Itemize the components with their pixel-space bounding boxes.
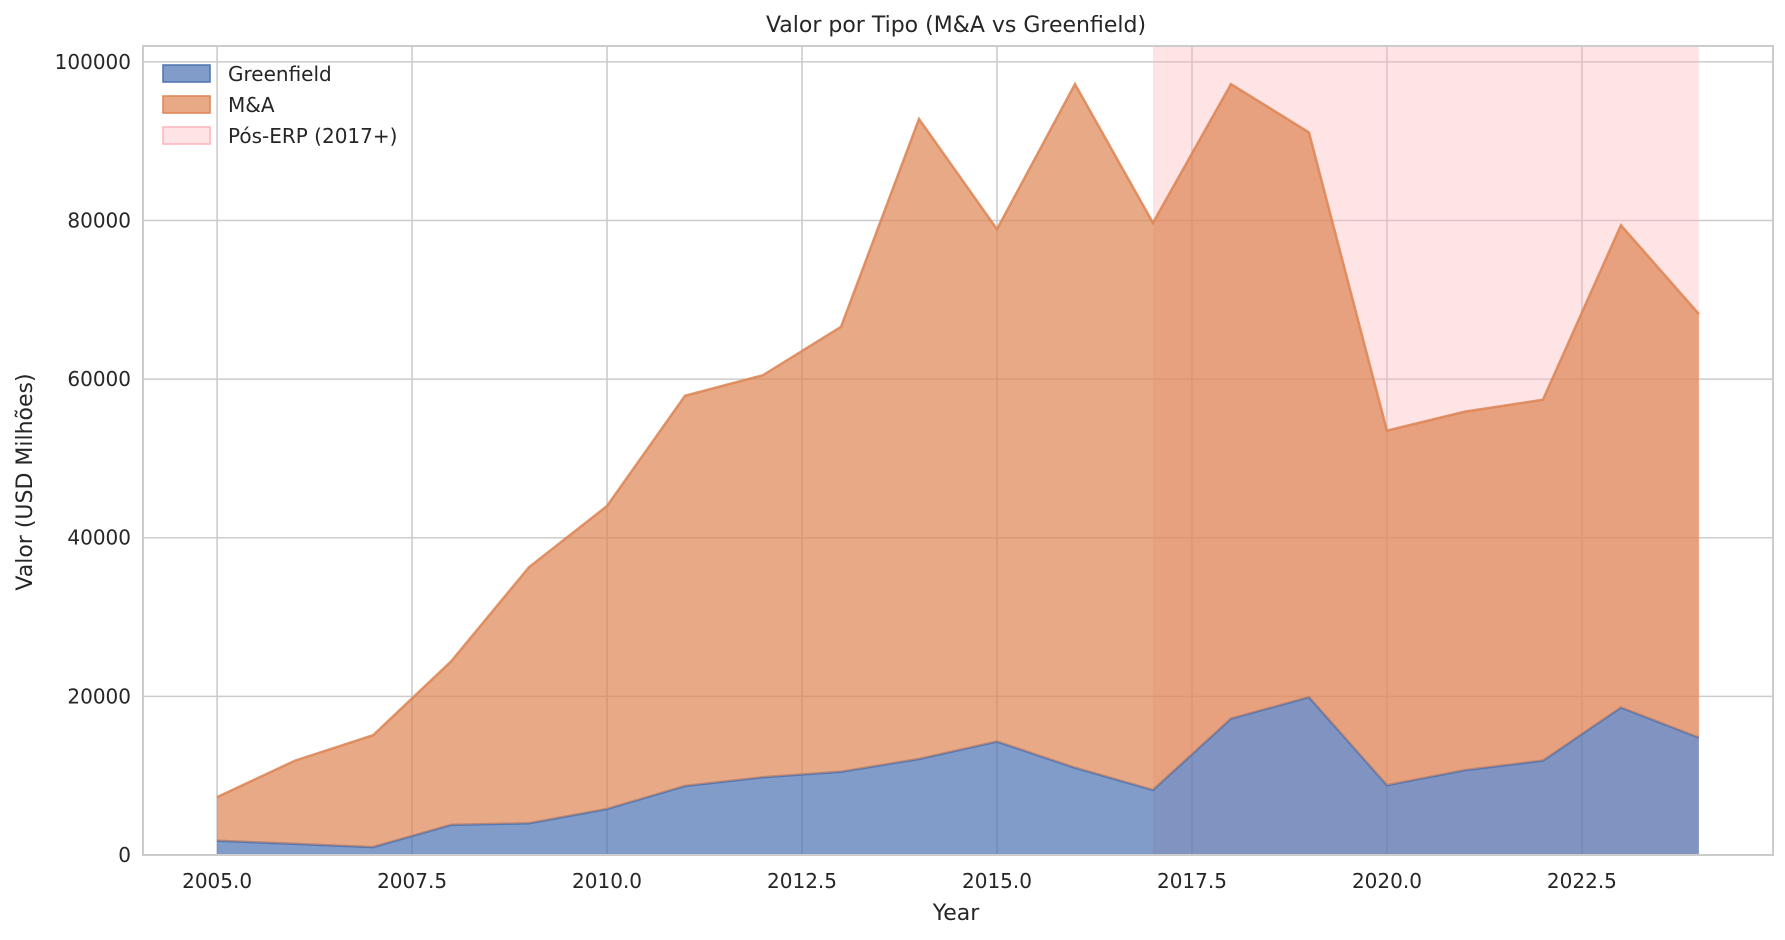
data-point-m-a-2016 <box>1073 83 1076 86</box>
series-area-m-a <box>217 84 1699 848</box>
x-tick-labels: 2005.0 2007.5 2010.0 2012.5 2015.0 2017.5 2020… <box>182 869 1617 893</box>
x-tick-label: 2020.0 <box>1352 869 1422 893</box>
data-point-m-a-2020 <box>1385 429 1388 432</box>
y-tick-label: 80000 <box>67 208 131 232</box>
legend-label-greenfield: Greenfield <box>228 62 332 86</box>
data-point-m-a-2011 <box>684 394 687 397</box>
data-point-m-a-2021 <box>1463 410 1466 413</box>
legend-swatch-post-erp <box>162 126 211 145</box>
plot-frame <box>142 45 1774 856</box>
legend-swatch-m-a <box>162 95 211 114</box>
legend-swatch-greenfield <box>162 64 211 83</box>
x-tick-label: 2007.5 <box>377 869 447 893</box>
series-line-m-a <box>216 81 1700 799</box>
x-tick-label: 2010.0 <box>572 869 642 893</box>
x-tick-label: 2005.0 <box>182 869 252 893</box>
data-point-m-a-2014 <box>918 117 921 120</box>
y-tick-label: 100000 <box>55 50 131 74</box>
y-tick-label: 0 <box>118 843 131 867</box>
data-point-m-a-2006 <box>294 759 297 762</box>
y-tick-label: 60000 <box>67 367 131 391</box>
data-point-m-a-2017 <box>1151 221 1154 224</box>
legend-label-m-a: M&A <box>228 93 275 117</box>
legend-label-post-erp: Pós-ERP (2017+) <box>228 124 397 148</box>
x-tick-label: 2015.0 <box>962 869 1032 893</box>
data-point-m-a-2024 <box>1697 313 1700 316</box>
y-tick-label: 40000 <box>67 526 131 550</box>
y-axis-label: Valor (USD Milhões) <box>13 373 38 590</box>
data-point-m-a-2005 <box>216 796 219 799</box>
series-area-greenfield <box>217 697 1699 855</box>
y-tick-label: 20000 <box>67 684 131 708</box>
data-point-m-a-2010 <box>606 505 609 508</box>
area-layer <box>216 81 1700 855</box>
y-tick-labels: 0 20000 40000 60000 80000 100000 <box>55 50 131 867</box>
x-tick-label: 2012.5 <box>767 869 837 893</box>
x-tick-label: 2017.5 <box>1157 869 1227 893</box>
x-tick-label: 2022.5 <box>1547 869 1617 893</box>
data-point-m-a-2008 <box>450 660 453 663</box>
chart-title: Valor por Tipo (M&A vs Greenfield) <box>766 13 1146 38</box>
data-point-m-a-2013 <box>840 325 843 328</box>
data-point-m-a-2019 <box>1307 131 1310 134</box>
data-point-m-a-2015 <box>995 228 998 231</box>
data-point-m-a-2012 <box>762 374 765 377</box>
data-point-m-a-2018 <box>1229 83 1232 86</box>
data-point-m-a-2009 <box>528 566 531 569</box>
legend: Greenfield M&A Pós-ERP (2017+) <box>162 62 397 148</box>
data-point-m-a-2022 <box>1541 398 1544 401</box>
data-point-m-a-2023 <box>1619 224 1622 227</box>
data-point-m-a-2007 <box>372 734 375 737</box>
x-axis-label: Year <box>932 901 981 926</box>
